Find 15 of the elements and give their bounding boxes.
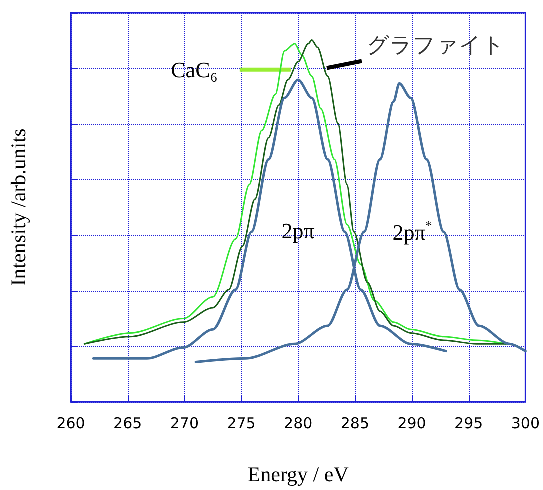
x-tick-label: 270: [170, 414, 199, 432]
x-tick-label: 285: [340, 414, 370, 432]
x-tick-label: 280: [284, 414, 313, 432]
series-label: 2pπ: [282, 218, 315, 244]
x-tick-label: 300: [511, 414, 540, 432]
series-label: 2pπ*: [392, 218, 432, 246]
x-tick-label: 290: [398, 414, 426, 432]
x-tick-label: 265: [114, 414, 142, 432]
series-label: グラファイト: [366, 32, 505, 58]
x-tick-label: 275: [227, 414, 256, 432]
x-tick-label: 260: [56, 414, 86, 432]
text: CaC₆: [171, 57, 218, 82]
x-axis-title: Energy / eV: [248, 462, 349, 486]
x-tick-label: 295: [454, 414, 484, 432]
y-axis-title: Intensity /arb.units: [6, 128, 30, 286]
